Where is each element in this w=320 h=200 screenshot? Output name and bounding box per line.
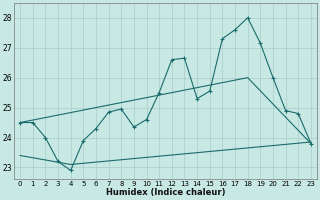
- X-axis label: Humidex (Indice chaleur): Humidex (Indice chaleur): [106, 188, 225, 197]
